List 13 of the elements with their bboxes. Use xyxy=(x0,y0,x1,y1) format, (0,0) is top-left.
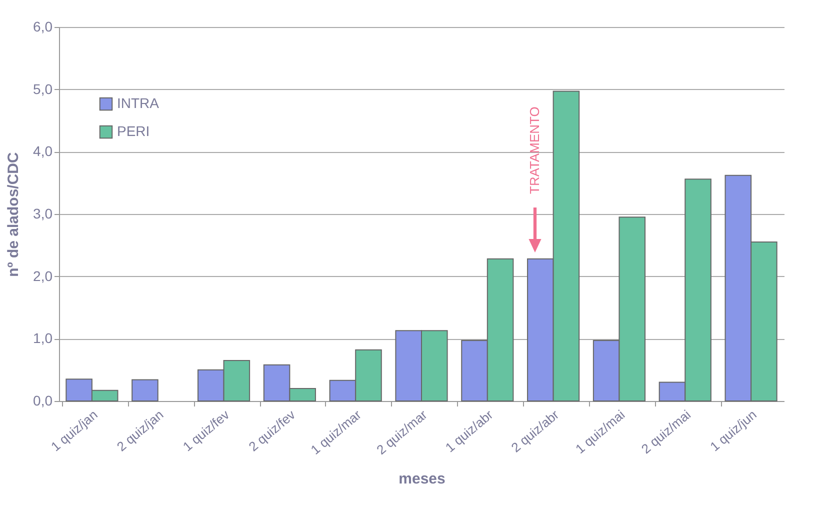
y-tick-label: 4,0 xyxy=(33,143,53,160)
y-tick-label: 0,0 xyxy=(33,392,53,408)
annotation: TRATAMENTO xyxy=(527,106,542,194)
legend-label: PERI xyxy=(117,123,150,139)
y-tick-label: 2,0 xyxy=(33,268,53,284)
y-tick-label: 6,0 xyxy=(33,18,53,34)
bar xyxy=(132,379,158,402)
y-tick-label: 1,0 xyxy=(33,330,53,346)
y-axis-title: nº de alados/CDC xyxy=(5,152,22,277)
y-tick-label: 5,0 xyxy=(33,80,53,97)
y-tick-label: 3,0 xyxy=(33,206,53,222)
x-axis-title: meses xyxy=(398,470,446,488)
legend-label: INTRA xyxy=(117,95,160,111)
